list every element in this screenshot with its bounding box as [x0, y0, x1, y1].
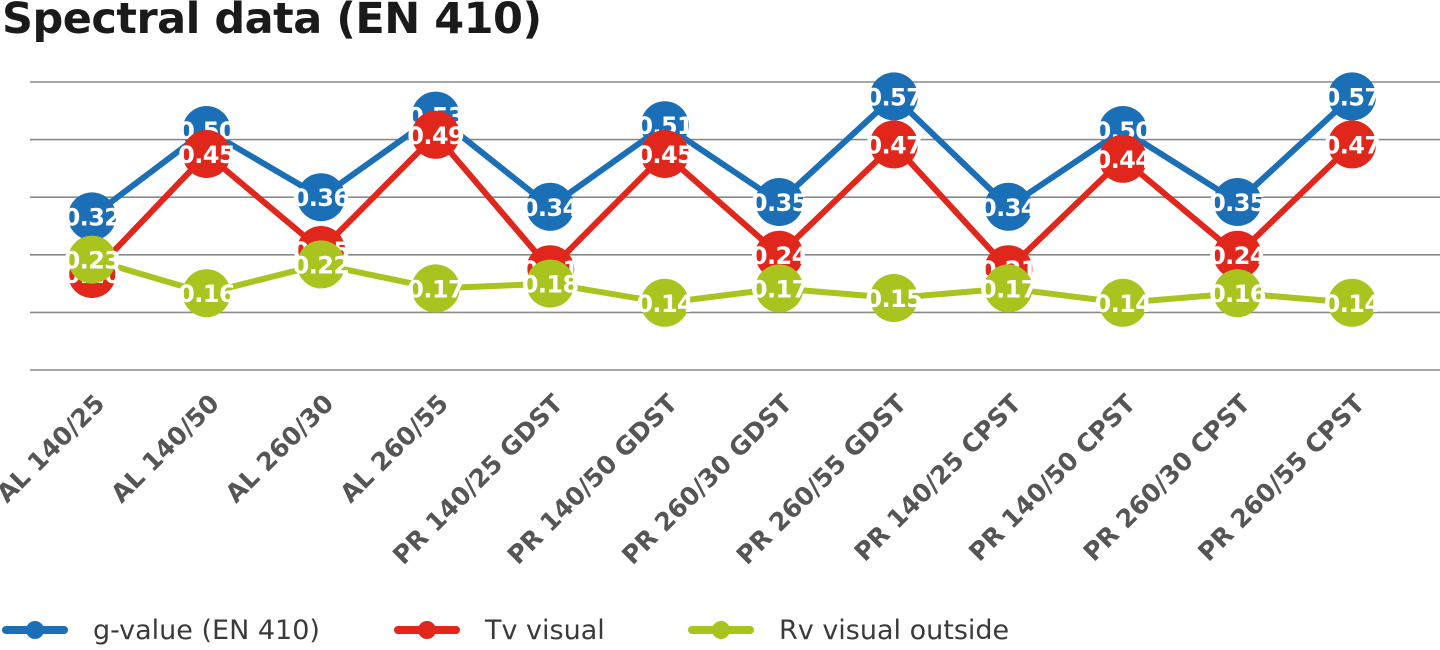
point-rv-visual-outside — [1098, 278, 1147, 327]
series-line-rv-visual-outside — [89, 256, 1356, 306]
data-label-tv-visual: 0.45 — [178, 141, 235, 169]
data-label-rv-visual-outside: 0.15 — [865, 285, 922, 313]
legend-item-rv-visual-outside: Rv visual outside — [688, 610, 1009, 650]
point-rv-visual-outside — [182, 269, 231, 318]
point-rv-visual-outside — [1213, 269, 1262, 318]
point-rv-visual-outside — [297, 240, 346, 289]
point-g-value-en-410 — [297, 173, 346, 222]
legend-label-rv-visual-outside: Rv visual outside — [779, 614, 1010, 646]
data-label-rv-visual-outside: 0.14 — [1324, 290, 1381, 318]
data-label-rv-visual-outside: 0.23 — [64, 247, 121, 275]
data-label-g-value-en-410: 0.57 — [1324, 83, 1381, 111]
data-label-rv-visual-outside: 0.14 — [1095, 290, 1152, 318]
data-label-g-value-en-410: 0.34 — [522, 194, 579, 222]
data-label-tv-visual: 0.44 — [1095, 146, 1152, 174]
point-rv-visual-outside — [526, 259, 575, 308]
point-g-value-en-410 — [1328, 72, 1377, 121]
grid — [30, 81, 1440, 371]
data-label-rv-visual-outside: 0.16 — [1209, 280, 1266, 308]
point-tv-visual — [869, 120, 918, 169]
point-rv-visual-outside — [411, 264, 460, 313]
data-label-tv-visual: 0.47 — [865, 131, 922, 159]
data-label-tv-visual: 0.45 — [636, 141, 693, 169]
legend-swatch-g-value — [2, 621, 68, 639]
point-rv-visual-outside — [869, 274, 918, 322]
point-tv-visual — [755, 230, 804, 279]
legend-item-tv-visual: Tv visual — [394, 610, 605, 650]
point-rv-visual-outside — [984, 264, 1033, 313]
legend: g-value (EN 410) Tv visual Rv visual out… — [0, 610, 1440, 650]
legend-label-tv-visual: Tv visual — [485, 614, 605, 646]
data-label-g-value-en-410: 0.35 — [1209, 189, 1266, 217]
x-tick-label: AL 140/50 — [105, 389, 225, 509]
point-rv-visual-outside — [68, 235, 116, 284]
point-rv-visual-outside — [640, 278, 689, 327]
data-label-g-value-en-410: 0.32 — [64, 203, 121, 231]
series-line-g-value-en-410 — [89, 93, 1356, 220]
legend-swatch-rv-visual-outside — [688, 621, 754, 639]
point-g-value-en-410 — [755, 178, 804, 226]
point-g-value-en-410 — [526, 182, 575, 231]
point-tv-visual — [411, 110, 460, 159]
data-label-rv-visual-outside: 0.18 — [522, 271, 579, 299]
series-line-tv-visual — [89, 131, 1356, 277]
point-rv-visual-outside — [755, 264, 804, 313]
point-g-value-en-410 — [869, 72, 918, 121]
data-points: 0.320.500.360.530.340.510.350.570.340.50… — [64, 72, 1381, 327]
data-label-rv-visual-outside: 0.17 — [980, 275, 1037, 303]
data-label-g-value-en-410: 0.35 — [751, 189, 808, 217]
point-g-value-en-410 — [68, 192, 116, 241]
point-tv-visual — [1328, 120, 1377, 169]
legend-label-g-value: g-value (EN 410) — [93, 614, 320, 646]
legend-item-g-value: g-value (EN 410) — [2, 610, 320, 650]
legend-swatch-tv-visual — [394, 621, 460, 639]
data-label-rv-visual-outside: 0.22 — [293, 251, 350, 279]
point-tv-visual — [1098, 134, 1147, 183]
data-label-rv-visual-outside: 0.17 — [407, 275, 464, 303]
data-label-rv-visual-outside: 0.16 — [178, 280, 235, 308]
data-label-g-value-en-410: 0.36 — [293, 184, 350, 212]
point-tv-visual — [640, 130, 689, 178]
data-label-rv-visual-outside: 0.17 — [751, 275, 808, 303]
point-tv-visual — [1213, 230, 1262, 279]
data-label-rv-visual-outside: 0.14 — [636, 290, 693, 318]
point-g-value-en-410 — [984, 182, 1033, 231]
point-tv-visual — [182, 130, 231, 178]
x-tick-label: AL 260/30 — [220, 389, 340, 509]
series-lines — [89, 93, 1356, 306]
data-label-g-value-en-410: 0.34 — [980, 194, 1037, 222]
point-g-value-en-410 — [1213, 178, 1262, 226]
x-tick-label: AL 140/25 — [0, 389, 110, 509]
point-rv-visual-outside — [1328, 278, 1377, 327]
data-label-tv-visual: 0.49 — [407, 122, 464, 150]
data-label-g-value-en-410: 0.57 — [865, 83, 922, 111]
data-label-tv-visual: 0.24 — [1209, 242, 1266, 270]
x-tick-label: AL 260/55 — [334, 389, 454, 509]
data-label-tv-visual: 0.47 — [1324, 131, 1381, 159]
page-title: Spectral data (EN 410) — [2, 0, 542, 44]
